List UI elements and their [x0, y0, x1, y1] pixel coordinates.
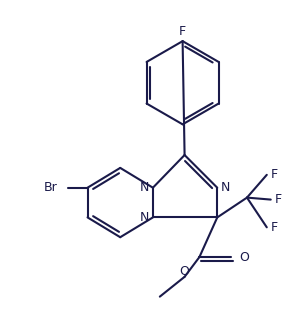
Text: N: N — [221, 181, 231, 194]
Text: F: F — [271, 168, 278, 181]
Text: O: O — [180, 265, 190, 278]
Text: O: O — [239, 250, 249, 264]
Text: F: F — [271, 221, 278, 234]
Text: F: F — [275, 193, 282, 206]
Text: F: F — [179, 25, 186, 38]
Text: Br: Br — [44, 181, 58, 194]
Text: N: N — [140, 181, 149, 194]
Text: N: N — [140, 211, 149, 224]
